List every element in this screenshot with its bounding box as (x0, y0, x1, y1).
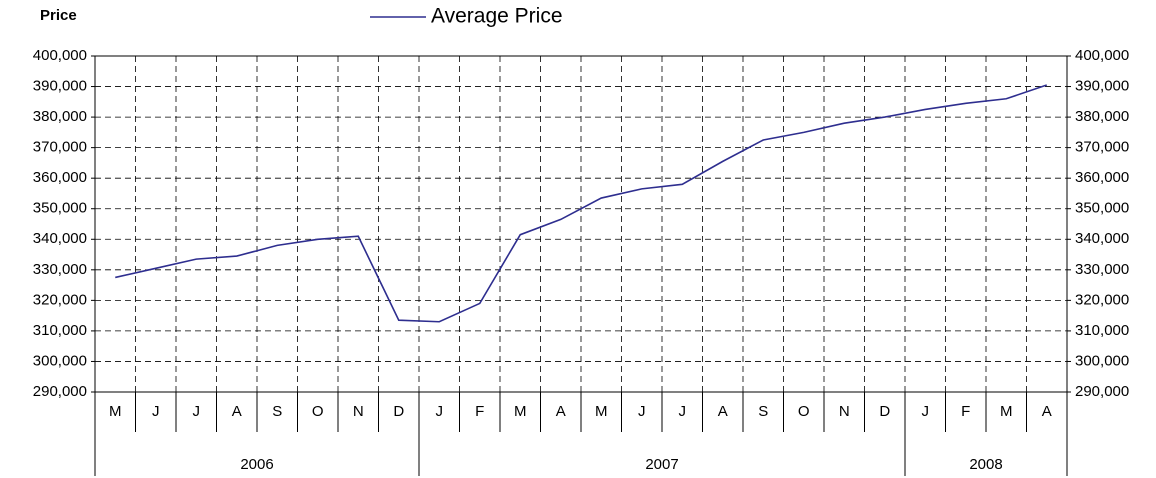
x-tick-label: J (922, 403, 930, 420)
y2-tick-label: 400,000 (1075, 47, 1129, 64)
x-tick-label: J (638, 403, 646, 420)
y-axis-label: Price (40, 7, 77, 24)
y2-tick-label: 380,000 (1075, 108, 1129, 125)
y-tick-label: 350,000 (33, 200, 87, 217)
x-tick-label: A (1042, 403, 1052, 420)
x-tick-label: A (718, 403, 728, 420)
x-tick-label: S (758, 403, 768, 420)
x-tick-label: S (272, 403, 282, 420)
y-tick-label: 310,000 (33, 322, 87, 339)
x-tick-label: N (353, 403, 364, 420)
x-tick-label: J (152, 403, 160, 420)
plot-frame (94, 55, 1068, 393)
y-tick-label: 300,000 (33, 352, 87, 369)
y2-tick-label: 290,000 (1075, 383, 1129, 400)
y-tick-label: 390,000 (33, 78, 87, 95)
x-tick-label: M (514, 403, 527, 420)
x-tick-label: O (312, 403, 324, 420)
y-tick-label: 400,000 (33, 47, 87, 64)
group-label: 2007 (645, 456, 678, 473)
group-label: 2008 (969, 456, 1002, 473)
x-tick-label: J (193, 403, 201, 420)
x-tick-label: F (475, 403, 484, 420)
y2-tick-label: 340,000 (1075, 230, 1129, 247)
group-label: 2006 (240, 456, 273, 473)
y-tick-label: 330,000 (33, 261, 87, 278)
x-tick-label: M (109, 403, 122, 420)
legend-label: Average Price (431, 5, 563, 28)
y2-tick-label: 360,000 (1075, 169, 1129, 186)
series-line (115, 84, 1048, 323)
x-tick-label: A (232, 403, 242, 420)
y2-tick-label: 350,000 (1075, 200, 1129, 217)
y2-tick-label: 330,000 (1075, 261, 1129, 278)
y-tick-label: 320,000 (33, 291, 87, 308)
x-tick-label: J (679, 403, 687, 420)
y2-tick-label: 390,000 (1075, 78, 1129, 95)
y2-tick-label: 300,000 (1075, 352, 1129, 369)
x-tick-label: F (961, 403, 970, 420)
y-tick-label: 360,000 (33, 169, 87, 186)
x-tick-label: D (393, 403, 404, 420)
x-tick-label: J (436, 403, 444, 420)
x-tick-label: A (556, 403, 566, 420)
x-tick-label: N (839, 403, 850, 420)
x-tick-label: D (879, 403, 890, 420)
y-tick-label: 380,000 (33, 108, 87, 125)
x-tick-label: O (798, 403, 810, 420)
x-tick-label: M (1000, 403, 1013, 420)
y-tick-label: 290,000 (33, 383, 87, 400)
y-tick-label: 370,000 (33, 139, 87, 156)
y2-tick-label: 370,000 (1075, 139, 1129, 156)
y2-tick-label: 310,000 (1075, 322, 1129, 339)
y-tick-label: 340,000 (33, 230, 87, 247)
x-tick-label: M (595, 403, 608, 420)
y2-tick-label: 320,000 (1075, 291, 1129, 308)
